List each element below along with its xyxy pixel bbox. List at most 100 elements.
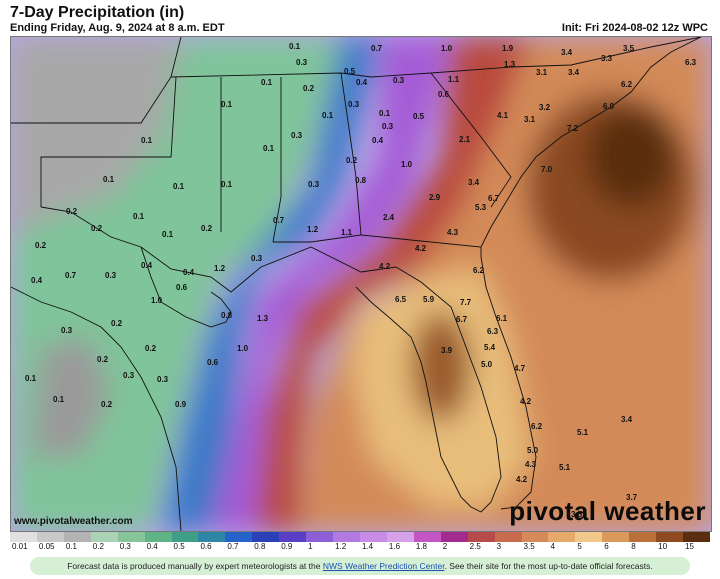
precip-value-label: 1.0 <box>237 344 249 353</box>
precip-value-label: 0.2 <box>145 344 157 353</box>
precip-value-label: 0.4 <box>141 261 153 270</box>
legend-tick-label: 0.2 <box>92 542 104 551</box>
legend-labels: 0.01 0.05 0.1 0.2 0.3 0.4 0.5 0.6 0.7 0.8 0.9 1 1.2 1… <box>10 542 710 552</box>
precip-value-label: 0.5 <box>344 67 356 76</box>
legend-tick-label: 0.01 <box>12 542 28 551</box>
precip-value-label: 6.2 <box>531 422 543 431</box>
precip-value-label: 4.2 <box>415 244 427 253</box>
legend-swatch <box>629 532 657 542</box>
precip-value-label: 5.4 <box>484 343 496 352</box>
precip-value-label: 0.1 <box>53 395 65 404</box>
legend-swatch <box>144 532 172 542</box>
precip-value-label: 1.2 <box>214 264 226 273</box>
legend-tick-label: 3.5 <box>523 542 535 551</box>
precip-value-label: 0.3 <box>308 180 320 189</box>
precip-value-label: 4.2 <box>516 475 528 484</box>
precip-value-label: 2.4 <box>383 213 395 222</box>
precipitation-map[interactable]: 0.1 0.7 1.0 1.9 3.4 3.5 3.3 6.3 0.3 0.5 1.3 3.1 3.4 6… <box>10 36 712 532</box>
precip-value-label: 6.1 <box>496 314 508 323</box>
precip-value-label: 0.1 <box>25 374 37 383</box>
precip-value-label: 0.3 <box>296 58 308 67</box>
footer-text-after: . See their site for the most up-to-date… <box>444 561 653 571</box>
legend-tick-label: 4 <box>550 542 555 551</box>
precip-value-label: 4.3 <box>447 228 459 237</box>
precip-value-label: 0.3 <box>393 76 405 85</box>
precip-value-label: 0.4 <box>31 276 43 285</box>
legend-tick-label: 1 <box>308 542 313 551</box>
precip-value-label: 2.1 <box>459 135 471 144</box>
precip-value-label: 1.0 <box>401 160 413 169</box>
precip-value-label: 6.9 <box>603 102 615 111</box>
legend-swatch <box>548 532 576 542</box>
page-title: 7-Day Precipitation (in) <box>10 4 185 21</box>
legend-swatch <box>198 532 226 542</box>
precip-value-label: 0.2 <box>101 400 113 409</box>
brand-logo: pivotal weather <box>509 496 706 526</box>
precip-value-label: 0.3 <box>157 375 169 384</box>
precip-value-label: 3.4 <box>468 178 480 187</box>
website-label: www.pivotalweather.com <box>14 516 133 527</box>
precip-value-label: 1.0 <box>151 296 163 305</box>
precip-value-label: 1.9 <box>502 44 514 53</box>
precip-value-label: 0.3 <box>105 271 117 280</box>
precip-value-label: 4.7 <box>514 364 526 373</box>
precip-value-label: 6.7 <box>488 194 500 203</box>
legend-swatch <box>494 532 522 542</box>
precip-value-label: 0.5 <box>413 112 425 121</box>
precip-value-label: 0.8 <box>355 176 367 185</box>
footer-banner: Forecast data is produced manually by ex… <box>30 557 690 575</box>
precip-value-label: 4.2 <box>379 262 391 271</box>
precip-value-label: 0.3 <box>123 371 135 380</box>
precip-value-label: 1.1 <box>341 228 353 237</box>
legend-swatch <box>306 532 334 542</box>
precip-value-label: 5.1 <box>559 463 571 472</box>
legend-swatch <box>575 532 603 542</box>
precip-value-label: 0.1 <box>141 136 153 145</box>
legend-swatch <box>359 532 387 542</box>
precip-value-label: 3.2 <box>539 103 551 112</box>
precip-value-label: 1.2 <box>307 225 319 234</box>
legend-swatch <box>63 532 91 542</box>
precip-value-label: 0.4 <box>372 136 384 145</box>
precip-value-label: 0.3 <box>382 122 394 131</box>
precip-value-label: 7.0 <box>541 165 553 174</box>
precip-value-label: 5.9 <box>423 295 435 304</box>
precip-value-label: 0.2 <box>66 207 78 216</box>
precip-value-label: 0.6 <box>438 90 450 99</box>
legend-swatch <box>521 532 549 542</box>
precip-value-label: 0.2 <box>111 319 123 328</box>
precip-value-label: 0.1 <box>263 144 275 153</box>
legend-tick-label: 2 <box>442 542 448 551</box>
precip-value-label: 0.1 <box>162 230 174 239</box>
precip-value-label: 0.3 <box>251 254 263 263</box>
precip-value-label: 5.0 <box>481 360 493 369</box>
legend-tick-label: 0.5 <box>173 542 185 551</box>
legend-tick-label: 1.2 <box>335 542 347 551</box>
precip-value-label: 0.1 <box>322 111 334 120</box>
precip-value-label: 0.2 <box>97 355 109 364</box>
nws-wpc-link[interactable]: NWS Weather Prediction Center <box>322 561 445 571</box>
legend-tick-label: 0.1 <box>65 542 77 551</box>
legend-swatch <box>386 532 414 542</box>
precip-value-label: 3.4 <box>561 48 573 57</box>
precip-value-label: 0.7 <box>65 271 77 280</box>
legend-swatch <box>252 532 280 542</box>
precip-value-label: 4.2 <box>520 397 532 406</box>
precip-value-label: 0.1 <box>173 182 185 191</box>
precip-value-label: 6.3 <box>487 327 499 336</box>
legend-swatch <box>117 532 145 542</box>
precip-value-label: 5.0 <box>527 446 539 455</box>
legend-swatch <box>467 532 495 542</box>
precip-value-label: 0.1 <box>103 175 115 184</box>
precip-value-label: 0.3 <box>61 326 73 335</box>
legend-tick-label: 1.4 <box>361 542 374 551</box>
precip-value-label: 7.2 <box>567 124 579 133</box>
precip-value-label: 0.3 <box>291 131 303 140</box>
precip-value-label: 0.4 <box>356 78 368 87</box>
precip-value-label: 4.3 <box>525 460 537 469</box>
precip-value-label: 6.7 <box>456 315 468 324</box>
value-labels: 0.1 0.7 1.0 1.9 3.4 3.5 3.3 6.3 0.3 0.5 1.3 3.1 3.4 6… <box>25 42 697 519</box>
precip-value-label: 0.8 <box>221 311 233 320</box>
precip-value-label: 3.5 <box>571 510 583 519</box>
precip-value-label: 1.3 <box>504 60 516 69</box>
